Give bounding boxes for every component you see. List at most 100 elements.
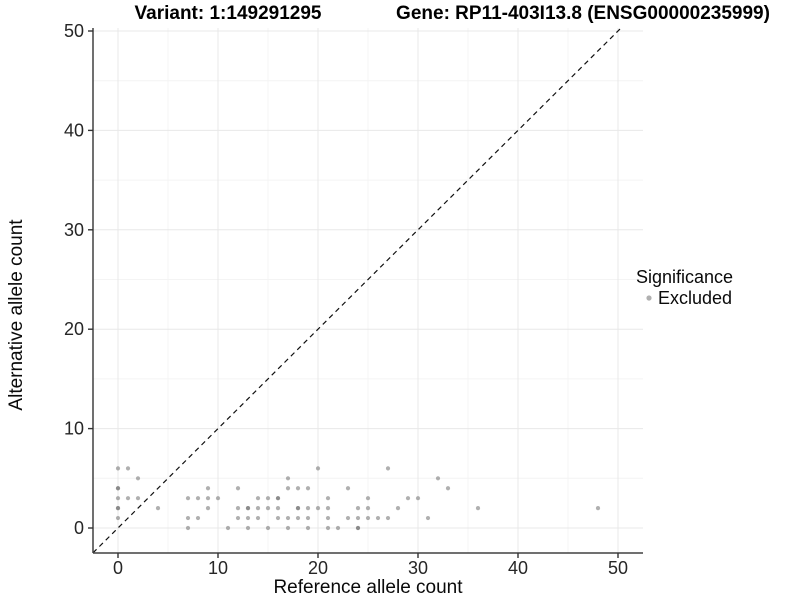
scatter-point [125,466,131,471]
scatter-point [225,525,231,531]
y-tick-label: 10 [64,419,84,439]
scatter-point [285,486,291,491]
scatter-point [235,486,241,491]
scatter-point [245,506,251,511]
y-axis-title: Alternative allele count [6,219,27,411]
scatter-point [245,515,251,521]
scatter-point [115,486,121,491]
scatter-point [305,486,311,491]
scatter-point [195,496,201,501]
scatter-point [355,515,361,521]
scatter-point [595,506,601,511]
scatter-point [265,496,271,501]
legend-title: Significance [636,267,733,287]
scatter-point [365,496,371,501]
scatter-point [215,496,221,501]
scatter-point [255,515,261,521]
scatter-point [185,515,191,521]
scatter-point [475,506,481,511]
identity-dashed-line [92,27,622,554]
scatter-points [115,466,601,531]
scatter-point [205,506,211,511]
scatter-point [435,476,441,481]
x-tick-label: 10 [208,558,228,578]
scatter-point [365,506,371,511]
y-tick-label: 50 [64,21,84,41]
scatter-point [355,525,361,531]
scatter-point [375,515,381,521]
scatter-point [115,515,121,521]
scatter-point [235,506,241,511]
scatter-point [305,525,311,531]
scatter-point [235,515,241,521]
gridlines-minor [93,28,643,553]
x-tick-label: 30 [408,558,428,578]
scatter-point [285,525,291,531]
scatter-point [275,506,281,511]
scatter-point [295,515,301,521]
x-tick-label: 50 [608,558,628,578]
scatter-point [335,525,341,531]
scatter-point [285,476,291,481]
scatter-point [295,506,301,511]
scatter-point [325,525,331,531]
scatter-point [275,515,281,521]
scatter-point [345,515,351,521]
scatter-point [115,506,121,511]
scatter-point [445,486,451,491]
scatter-point [245,525,251,531]
scatter-point [265,506,271,511]
scatter-point [185,496,191,501]
scatter-point [135,476,141,481]
scatter-point [405,496,411,501]
scatter-point [205,496,211,501]
y-tick-label: 40 [64,120,84,140]
axis-lines [92,28,643,554]
scatter-point [195,515,201,521]
scatter-point [315,466,321,471]
x-axis-ticks: 0 10 20 30 40 50 [113,553,628,578]
scatter-point [115,466,121,471]
x-tick-label: 0 [113,558,123,578]
scatter-point [295,486,301,491]
scatter-point [125,496,131,501]
x-tick-label: 20 [308,558,328,578]
scatter-point [385,466,391,471]
scatter-point [355,506,361,511]
gridlines-major [93,28,643,553]
scatter-point [425,515,431,521]
plot-title-variant: Variant: 1:149291295 [135,3,322,24]
legend-point-icon [646,295,652,301]
plot-title-gene: Gene: RP11-403I13.8 (ENSG00000235999) [396,3,770,24]
y-axis-ticks: 0 10 20 30 40 50 [64,21,93,538]
scatter-point [265,525,271,531]
scatter-point [315,506,321,511]
scatter-point [115,496,121,501]
scatter-point [135,496,141,501]
scatter-point [185,525,191,531]
y-tick-label: 0 [74,518,84,538]
scatter-point [345,486,351,491]
x-axis-title: Reference allele count [273,577,463,598]
scatter-point [285,515,291,521]
scatter-point [205,486,211,491]
scatter-point [155,506,161,511]
scatter-point [385,515,391,521]
scatter-point [365,515,371,521]
x-tick-label: 40 [508,558,528,578]
scatter-point [305,506,311,511]
scatter-point [255,506,261,511]
scatter-point [395,506,401,511]
identity-line [92,27,622,554]
scatter-point [325,496,331,501]
y-tick-label: 20 [64,319,84,339]
scatter-point [275,496,281,501]
scatter-point [255,496,261,501]
scatter-point [325,515,331,521]
scatter-point [415,496,421,501]
legend: Significance Excluded [636,267,733,308]
legend-item-label: Excluded [658,288,732,308]
scatter-point [305,515,311,521]
